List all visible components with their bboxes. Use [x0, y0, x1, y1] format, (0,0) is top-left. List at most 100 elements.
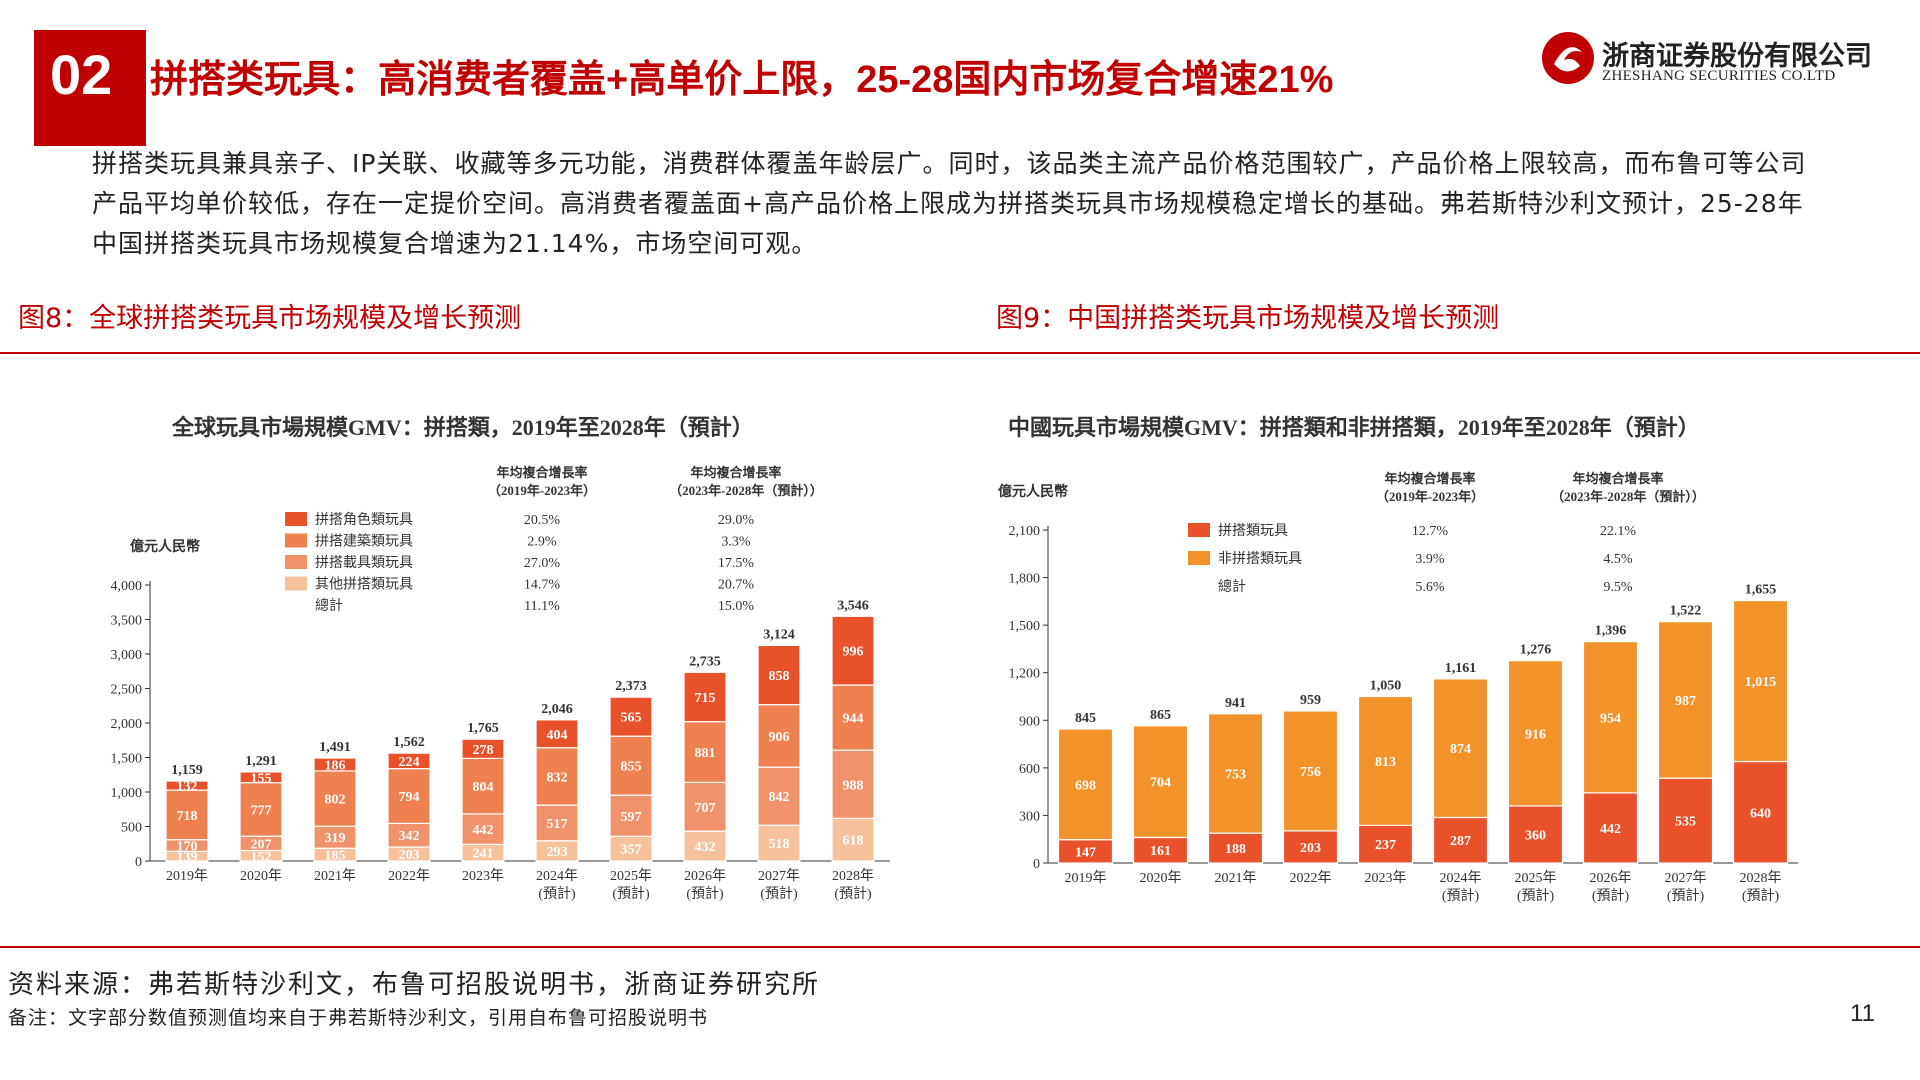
- bar-value-label: 278: [473, 743, 494, 758]
- cagr-value: 9.5%: [1603, 580, 1633, 595]
- bar-value-label: 813: [1375, 755, 1396, 770]
- bar-segment: [1132, 836, 1189, 864]
- y-tick-label: 0: [135, 855, 142, 870]
- y-tick-label: 4,000: [111, 579, 143, 594]
- bar-value-label: 188: [1225, 842, 1246, 857]
- x-tick-note: (預計): [760, 886, 798, 902]
- bar-total-label: 2,046: [541, 702, 573, 717]
- y-tick-label: 900: [1019, 714, 1040, 729]
- bar-segment: [683, 721, 727, 784]
- bar-segment: [757, 644, 801, 706]
- bar-value-label: 618: [843, 834, 864, 849]
- bar-value-label: 155: [251, 771, 272, 786]
- figure-divider-bottom: [0, 946, 1920, 948]
- cagr-value: 15.0%: [718, 599, 755, 614]
- bar-segment: [387, 752, 431, 770]
- bar-value-label: 132: [177, 780, 198, 795]
- cagr-value: 27.0%: [524, 556, 561, 571]
- bar-total-label: 1,765: [467, 721, 499, 736]
- global-building-toys-chart: 全球玩具市場規模GMV：拼搭類，2019年至2028年（預計） 億元人民幣 0 500…: [111, 415, 890, 902]
- bar-value-label: 293: [547, 845, 568, 860]
- y-tick-label: 300: [1019, 809, 1040, 824]
- bar-segment: [461, 813, 505, 845]
- legend-label: 非拼搭類玩具: [1218, 551, 1302, 567]
- bar-segment: [1732, 760, 1789, 864]
- bar-value-label: 565: [621, 711, 642, 726]
- zheshang-logo-icon: [1542, 32, 1594, 84]
- bar-total-label: 1,396: [1595, 624, 1627, 639]
- bar-value-label: 147: [1075, 845, 1096, 860]
- china-toys-chart: 中國玩具市場規模GMV：拼搭類和非拼搭類，2019年至2028年（預計） 億元人民…: [998, 415, 1798, 904]
- cagr-value: 11.1%: [524, 599, 560, 614]
- bar-segment: [1732, 599, 1789, 763]
- bar-total-label: 845: [1075, 711, 1096, 726]
- summary-paragraph: 拼搭类玩具兼具亲子、IP关联、收藏等多元功能，消费群体覆盖年龄层广。同时，该品类…: [92, 149, 1807, 258]
- bar-segment: [165, 780, 209, 791]
- bar-segment: [535, 804, 579, 842]
- legend-label: 拼搭角色類玩具: [315, 511, 413, 528]
- y-axis-label: 億元人民幣: [130, 538, 200, 555]
- section-badge: [34, 30, 146, 146]
- bar-segment: [1432, 678, 1489, 819]
- x-tick-note: (預計): [612, 886, 650, 902]
- y-tick-label: 1,200: [1009, 667, 1041, 682]
- legend-swatch: [285, 555, 307, 569]
- bar-value-label: 517: [547, 817, 568, 832]
- legend-label: 拼搭建築類玩具: [315, 534, 413, 550]
- bar-segment: [1582, 641, 1639, 794]
- cagr-header-label: 年均複合增長率: [1384, 471, 1475, 486]
- x-tick-label: 2021年: [314, 868, 356, 884]
- figure-divider-top: [0, 352, 1920, 354]
- bar-total-label: 959: [1300, 693, 1321, 708]
- bar-value-label: 640: [1750, 806, 1771, 821]
- bar-value-label: 186: [325, 758, 346, 773]
- x-tick-label: 2025年: [610, 868, 652, 884]
- x-tick-label: 2019年: [166, 868, 208, 884]
- bar-value-label: 224: [399, 755, 420, 770]
- cagr-value: 2.9%: [527, 535, 557, 550]
- bar-segment: [387, 768, 431, 824]
- bar-total-label: 2,373: [615, 679, 647, 694]
- bar-value-label: 874: [1450, 742, 1471, 757]
- y-axis-label: 億元人民幣: [998, 483, 1068, 500]
- bar-value-label: 944: [843, 712, 864, 727]
- bar-value-label: 858: [769, 669, 790, 684]
- legend-label: 總計: [1218, 578, 1246, 595]
- bar-segment: [461, 738, 505, 759]
- bar-segment: [757, 824, 801, 862]
- cagr-header-label: 年均複合增長率: [496, 465, 587, 480]
- bar-value-label: 756: [1300, 765, 1321, 780]
- bar-value-label: 357: [621, 843, 642, 858]
- x-tick-label: 2024年: [536, 868, 578, 884]
- bar-segment: [683, 671, 727, 723]
- bar-segment: [1582, 792, 1639, 864]
- bar-value-label: 152: [251, 850, 272, 865]
- bar-segment: [1207, 713, 1264, 834]
- bar-total-label: 2,735: [689, 654, 721, 669]
- bar-value-label: 842: [769, 790, 790, 805]
- bar-segment: [313, 757, 357, 772]
- bar-segment: [1057, 728, 1114, 841]
- x-tick-label: 2021年: [1215, 870, 1257, 886]
- x-tick-note: (預計): [1742, 888, 1780, 904]
- y-tick-label: 500: [121, 821, 142, 836]
- bar-segment: [239, 782, 283, 837]
- cagr-header-label: 年均複合增長率: [1572, 471, 1663, 486]
- bar-value-label: 802: [325, 793, 346, 808]
- bar-segment: [1357, 695, 1414, 827]
- cagr-header-period: （2019年-2023年）: [488, 483, 596, 498]
- bar-total-label: 1,655: [1745, 583, 1777, 598]
- bar-segment: [1657, 777, 1714, 864]
- x-tick-label: 2019年: [1065, 870, 1107, 886]
- bar-value-label: 916: [1525, 727, 1546, 742]
- x-tick-note: (預計): [1592, 888, 1630, 904]
- bar-value-label: 906: [769, 730, 790, 745]
- company-logo: 浙商证券股份有限公司 ZHESHANG SECURITIES CO.LTD: [1540, 30, 1900, 90]
- x-tick-note: (預計): [1442, 888, 1480, 904]
- y-tick-label: 2,100: [1009, 524, 1041, 539]
- cagr-value: 12.7%: [1412, 524, 1449, 539]
- x-tick-label: 2027年: [758, 868, 800, 884]
- y-tick-label: 0: [1033, 857, 1040, 872]
- bar-segment: [831, 749, 875, 819]
- x-tick-label: 2022年: [1290, 870, 1332, 886]
